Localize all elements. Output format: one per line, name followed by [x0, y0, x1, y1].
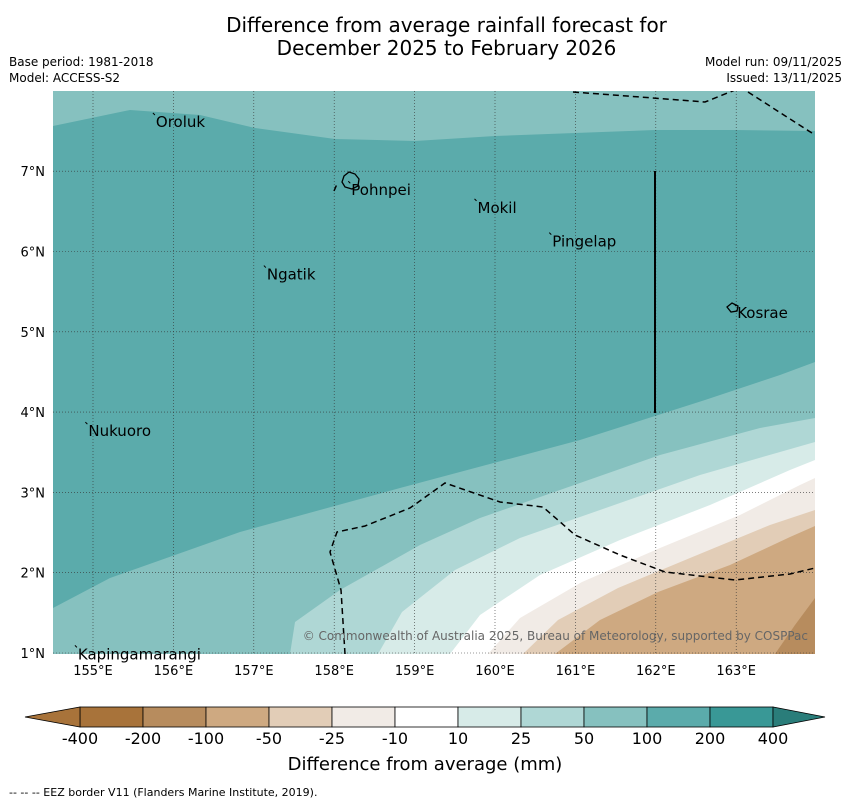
colorbar-label: Difference from average (mm)	[287, 754, 563, 775]
colorbar-segment	[583, 706, 648, 728]
place-marker-pingelap	[548, 232, 552, 235]
colorbar-segment	[142, 706, 207, 728]
x-tick-label: 157°E	[234, 664, 274, 679]
copyright-notice: © Commonwealth of Australia 2025, Bureau…	[303, 629, 808, 643]
x-tick-label: 158°E	[314, 664, 354, 679]
pohnpei-island	[341, 171, 360, 190]
base-period: Base period: 1981-2018	[9, 55, 154, 69]
model-name: Model: ACCESS-S2	[9, 71, 121, 85]
eez-borders	[329, 91, 815, 654]
place-marker-kapingamarangi	[74, 645, 78, 648]
map-field	[53, 91, 815, 654]
colorbar-segment	[205, 706, 270, 728]
colorbar-tick-label: -50	[255, 729, 283, 748]
colorbar-tick-label: -25	[318, 729, 346, 748]
place-marker-nukuoro	[85, 421, 88, 425]
colorbar-segment	[268, 706, 333, 728]
y-tick-label: 2°N	[21, 567, 46, 582]
colorbar-tick-label: -200	[124, 729, 162, 748]
place-marker-mokil	[474, 198, 477, 202]
y-tick-label: 4°N	[21, 406, 46, 421]
place-marker-ngatik	[263, 265, 267, 268]
run-info: Model run: 09/11/2025 Issued: 13/11/2025	[705, 54, 842, 86]
colorbar-segment	[331, 706, 396, 728]
colorbar-segment	[709, 706, 774, 728]
place-pingelap: Pingelap	[552, 233, 616, 251]
place-kapingamarangi: Kapingamarangi	[78, 645, 201, 663]
x-tick-label: 162°E	[636, 664, 676, 679]
place-marker-pohnpei	[347, 180, 351, 184]
y-tick-label: 5°N	[21, 326, 46, 341]
kosrae-island	[726, 302, 739, 313]
colorbar-tick-label: 25	[510, 729, 532, 748]
colorbar-extend-high	[772, 706, 826, 728]
band-neg100-neg50	[555, 526, 815, 654]
colorbar-extend-low	[24, 706, 81, 728]
eez-footnote: -- -- -- EEZ border V11 (Flanders Marine…	[9, 786, 318, 799]
colorbar-tick-label: 400	[757, 729, 789, 748]
eez-border-south	[329, 482, 815, 654]
colorbar-tick-label: -10	[381, 729, 409, 748]
x-tick-label: 163°E	[716, 664, 756, 679]
colorbar-segment	[457, 706, 522, 728]
place-marker-oroluk	[152, 112, 156, 116]
y-tick-label: 3°N	[21, 486, 46, 501]
place-marker-kosrae	[733, 303, 737, 307]
chart-title: Difference from average rainfall forecas…	[0, 14, 850, 60]
band-neg200-neg100	[775, 598, 815, 654]
y-tick-label: 6°N	[21, 246, 46, 261]
place-kosrae: Kosrae	[737, 304, 788, 322]
gridlines	[53, 91, 815, 654]
colorbar-tick-label: 10	[447, 729, 469, 748]
island-outlines	[341, 171, 739, 313]
model-info: Base period: 1981-2018 Model: ACCESS-S2	[9, 54, 154, 86]
colorbar-tick-label: -400	[61, 729, 99, 748]
place-pohnpei: Pohnpei	[351, 181, 411, 199]
x-tick-label: 160°E	[475, 664, 515, 679]
place-labels: Oroluk Pohnpei Mokil Pingelap Ngatik Kosrae Nu…	[74, 112, 788, 663]
colorbar-tick-label: 50	[573, 729, 595, 748]
issued-date: Issued: 13/11/2025	[726, 71, 842, 85]
band-50-100-north	[53, 91, 815, 141]
place-mokil: Mokil	[478, 199, 517, 217]
colorbar	[24, 706, 826, 728]
colorbar-segment	[520, 706, 585, 728]
model-run: Model run: 09/11/2025	[704, 55, 842, 69]
colorbar-segment	[79, 706, 144, 728]
title-line-2: December 2025 to February 2026	[276, 36, 617, 60]
colorbar-tick-label: 200	[694, 729, 726, 748]
place-oroluk: Oroluk	[156, 113, 205, 131]
colorbar-segment	[394, 706, 459, 728]
colorbar-tick-label: 100	[631, 729, 663, 748]
place-ngatik: Ngatik	[267, 266, 316, 284]
x-tick-label: 159°E	[395, 664, 435, 679]
x-tick-label: 156°E	[154, 664, 194, 679]
eez-border-north	[572, 91, 815, 136]
title-line-1: Difference from average rainfall forecas…	[226, 13, 667, 37]
eez-border-pohnpei-fragment	[333, 183, 338, 192]
colorbar-tick-label: -100	[187, 729, 225, 748]
y-tick-label: 1°N	[21, 647, 46, 662]
colorbar-segment	[646, 706, 711, 728]
x-tick-label: 161°E	[556, 664, 596, 679]
place-nukuoro: Nukuoro	[88, 422, 151, 440]
axis-tick-labels: 155°E 156°E 157°E 158°E 159°E 160°E 161°E 162°E…	[21, 165, 756, 679]
x-tick-label: 155°E	[73, 664, 113, 679]
y-tick-label: 7°N	[21, 165, 46, 180]
